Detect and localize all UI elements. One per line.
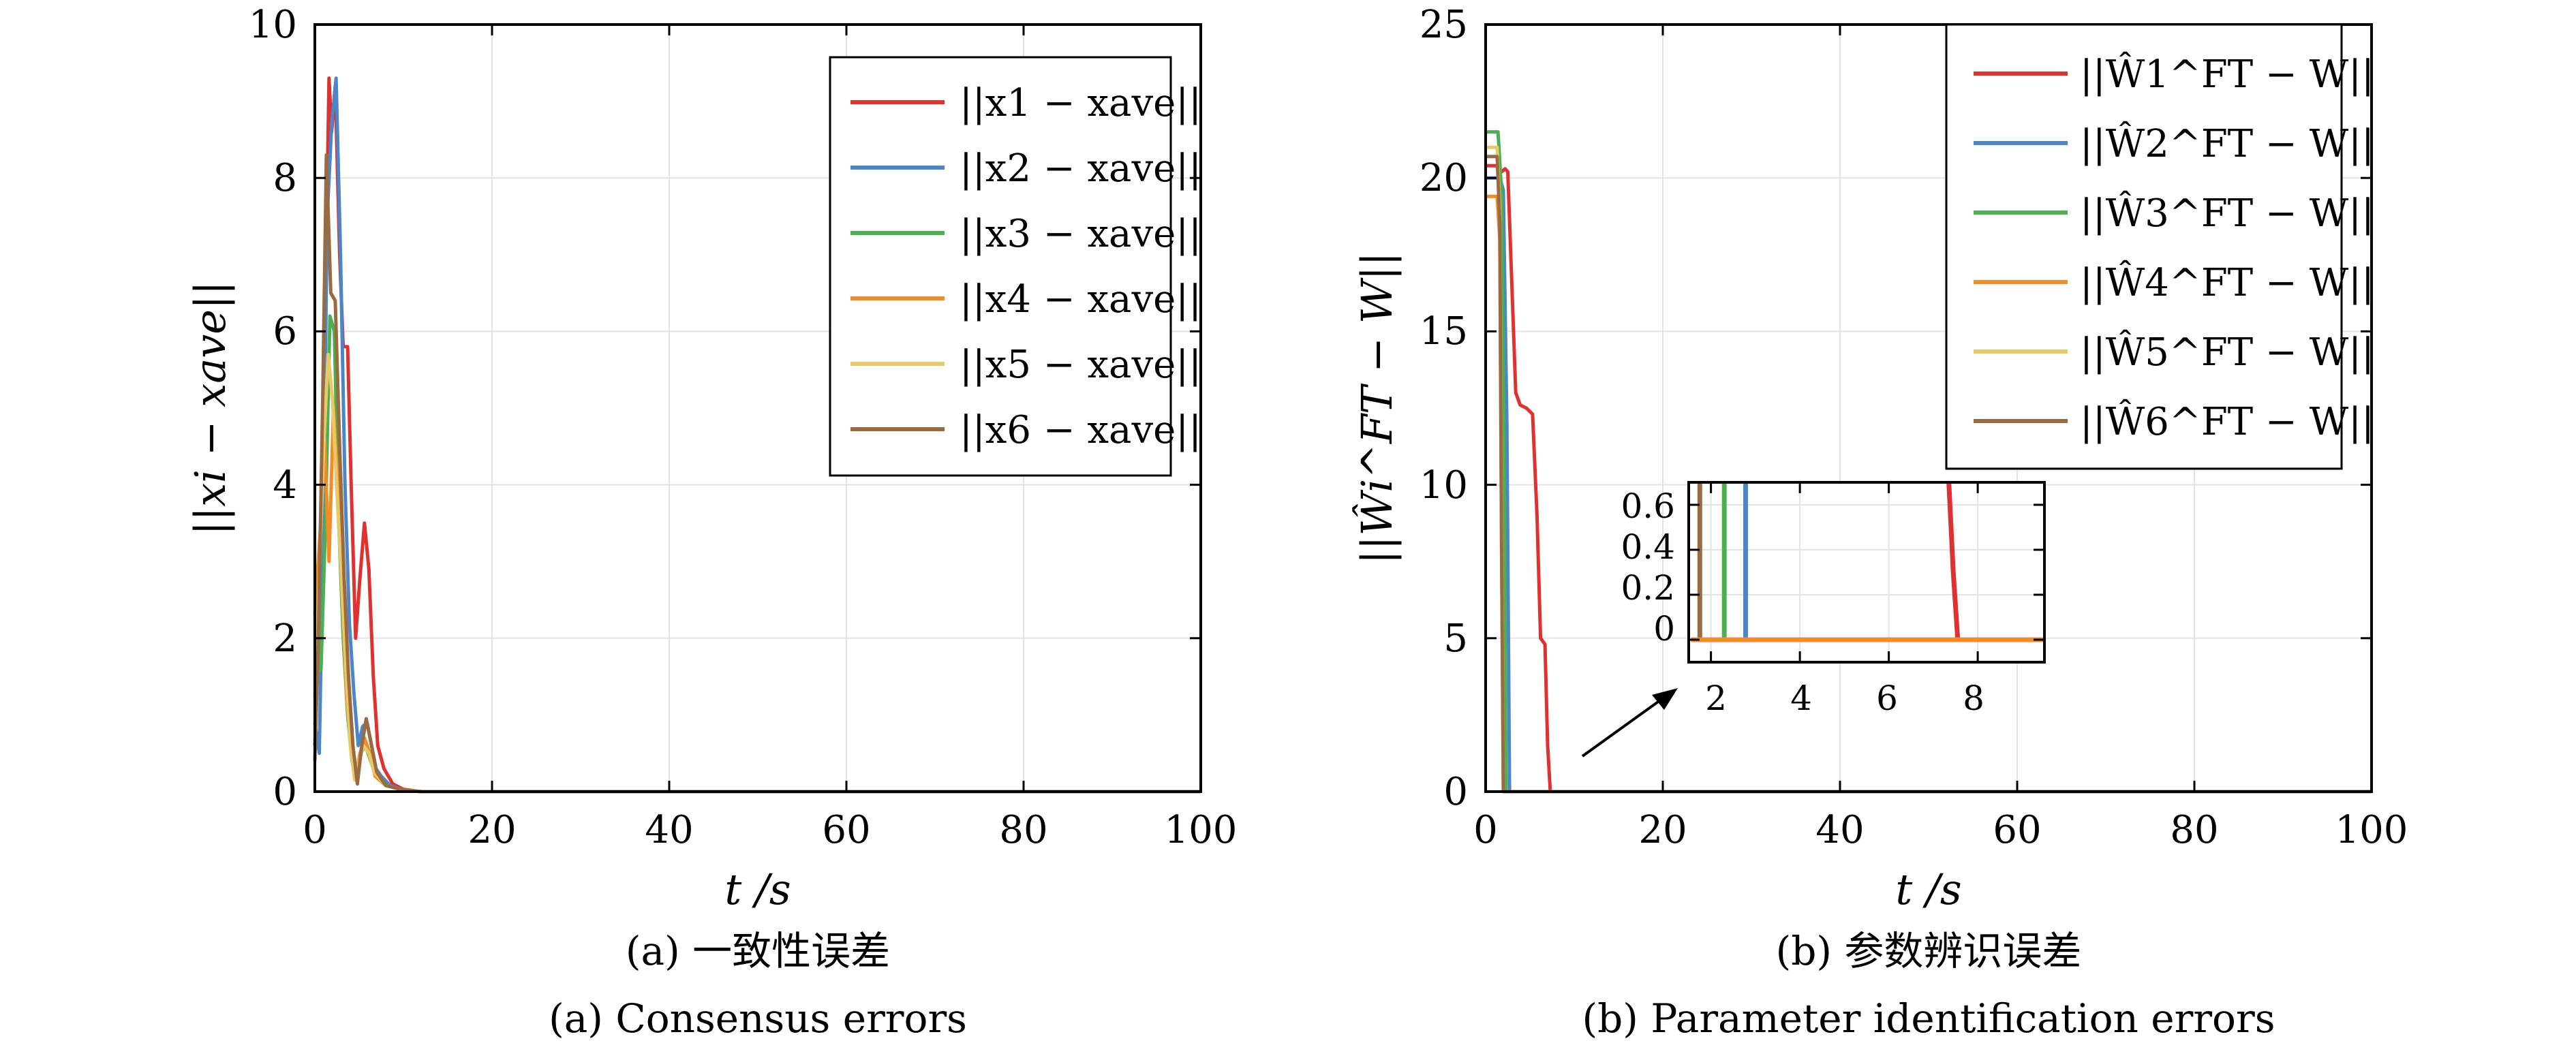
a-xtick-100: 100 <box>1165 808 1238 852</box>
a-legend-item-2: ||x2 − xave|| <box>850 146 1201 191</box>
b-legend-item-5: ||Ŵ5^FT − W|| <box>1974 329 2374 375</box>
a-series-line-6 <box>313 153 1201 794</box>
b-caption-en: (b) Parameter identification errors <box>1582 995 2275 1042</box>
b-legend-item-3: ||Ŵ3^FT − W|| <box>1974 190 2374 236</box>
b-ytick-10: 10 <box>1420 463 1468 508</box>
a-x-axis-label: t /s <box>724 865 791 914</box>
a-series-lines <box>313 76 1201 794</box>
inset-series-lines <box>1691 482 2044 642</box>
inset-ytick-0: 0 <box>1653 609 1675 649</box>
b-legend-item-6: ||Ŵ6^FT − W|| <box>1974 399 2374 444</box>
b-ytick-25: 25 <box>1420 3 1468 47</box>
b-legend-label-6: ||Ŵ6^FT − W|| <box>2080 399 2374 444</box>
a-legend-item-1: ||x1 − xave|| <box>850 81 1201 125</box>
b-legend-item-1: ||Ŵ1^FT − W|| <box>1974 51 2374 97</box>
a-legend-item-4: ||x4 − xave|| <box>850 277 1201 322</box>
a-ytick-6: 6 <box>273 309 297 354</box>
inset-xtick-4: 4 <box>1790 679 1812 718</box>
a-caption-zh: (a) 一致性误差 <box>626 928 890 974</box>
inset-xtick-6: 6 <box>1876 679 1898 718</box>
a-xtick-40: 40 <box>645 808 693 852</box>
b-series-line-1 <box>1486 164 2372 794</box>
b-ytick-20: 20 <box>1420 156 1468 200</box>
b-legend-label-4: ||Ŵ4^FT − W|| <box>2080 260 2374 305</box>
inset-frame <box>1687 481 2046 664</box>
b-legend-label-3: ||Ŵ3^FT − W|| <box>2080 190 2374 236</box>
b-ytick-15: 15 <box>1420 309 1468 354</box>
b-xtick-0: 0 <box>1473 808 1498 852</box>
b-y-axis-label: ||Ŵi^FT − W|| <box>1352 252 1402 565</box>
a-xtick-60: 60 <box>822 808 870 852</box>
inset-background <box>1689 482 2044 662</box>
b-legend-label-1: ||Ŵ1^FT − W|| <box>2080 51 2374 97</box>
a-y-axis-label: ||xi − xave|| <box>185 281 235 535</box>
a-legend-item-6: ||x6 − xave|| <box>850 408 1201 452</box>
b-legend-label-5: ||Ŵ5^FT − W|| <box>2080 329 2374 375</box>
a-legend-item-5: ||x5 − xave|| <box>850 343 1201 387</box>
b-legend-box <box>1945 23 2343 470</box>
b-x-axis-label: t /s <box>1895 865 1961 914</box>
a-legend-label-2: ||x2 − xave|| <box>960 146 1201 191</box>
panel-a: 0 20 40 60 80 100 0 2 4 6 8 10 t /s ||xi… <box>185 3 1237 1042</box>
a-ytick-10: 10 <box>249 3 297 47</box>
b-caption-zh: (b) 参数辨识误差 <box>1776 928 2082 974</box>
b-ytick-0: 0 <box>1443 770 1468 814</box>
a-legend-box <box>829 56 1172 477</box>
b-xtick-40: 40 <box>1815 808 1864 852</box>
inset-ytick-04: 0.4 <box>1621 527 1675 567</box>
b-xtick-80: 80 <box>2170 808 2218 852</box>
a-legend-label-1: ||x1 − xave|| <box>960 81 1201 125</box>
inset-xtick-8: 8 <box>1963 679 1984 718</box>
panel-b: 0 20 40 60 80 100 0 5 10 15 20 25 t /s |… <box>1352 3 2408 1042</box>
b-xtick-100: 100 <box>2335 808 2408 852</box>
a-caption-en: (a) Consensus errors <box>549 995 967 1042</box>
inset-ytick-02: 0.2 <box>1621 568 1675 608</box>
inset-tick-marks <box>1689 482 2044 662</box>
b-legend-item-2: ||Ŵ2^FT − W|| <box>1974 121 2374 166</box>
inset-xtick-2: 2 <box>1705 679 1727 718</box>
a-ytick-2: 2 <box>273 617 297 661</box>
a-xtick-0: 0 <box>303 808 327 852</box>
b-ytick-5: 5 <box>1443 617 1468 661</box>
a-xtick-20: 20 <box>467 808 516 852</box>
b-xtick-20: 20 <box>1638 808 1687 852</box>
a-tick-marks <box>313 23 1202 793</box>
a-ytick-0: 0 <box>273 770 297 814</box>
b-legend-item-4: ||Ŵ4^FT − W|| <box>1974 260 2374 305</box>
zoom-arrow <box>1581 699 1661 758</box>
b-plot-frame <box>1484 23 2373 793</box>
inset-ytick-06: 0.6 <box>1621 486 1675 526</box>
a-ytick-8: 8 <box>273 156 297 200</box>
b-xtick-60: 60 <box>1993 808 2041 852</box>
a-series-line-1 <box>313 76 1201 794</box>
b-legend-label-2: ||Ŵ2^FT − W|| <box>2080 121 2374 166</box>
a-xtick-80: 80 <box>999 808 1047 852</box>
a-plot-frame <box>313 23 1202 793</box>
a-legend-label-5: ||x5 − xave|| <box>960 343 1201 387</box>
a-legend-label-4: ||x4 − xave|| <box>960 277 1201 322</box>
a-legend-label-3: ||x3 − xave|| <box>960 212 1201 256</box>
a-ytick-4: 4 <box>273 463 297 508</box>
zoom-arrowhead <box>1652 688 1678 710</box>
a-legend-item-3: ||x3 − xave|| <box>850 212 1201 256</box>
a-legend-label-6: ||x6 − xave|| <box>960 408 1201 452</box>
